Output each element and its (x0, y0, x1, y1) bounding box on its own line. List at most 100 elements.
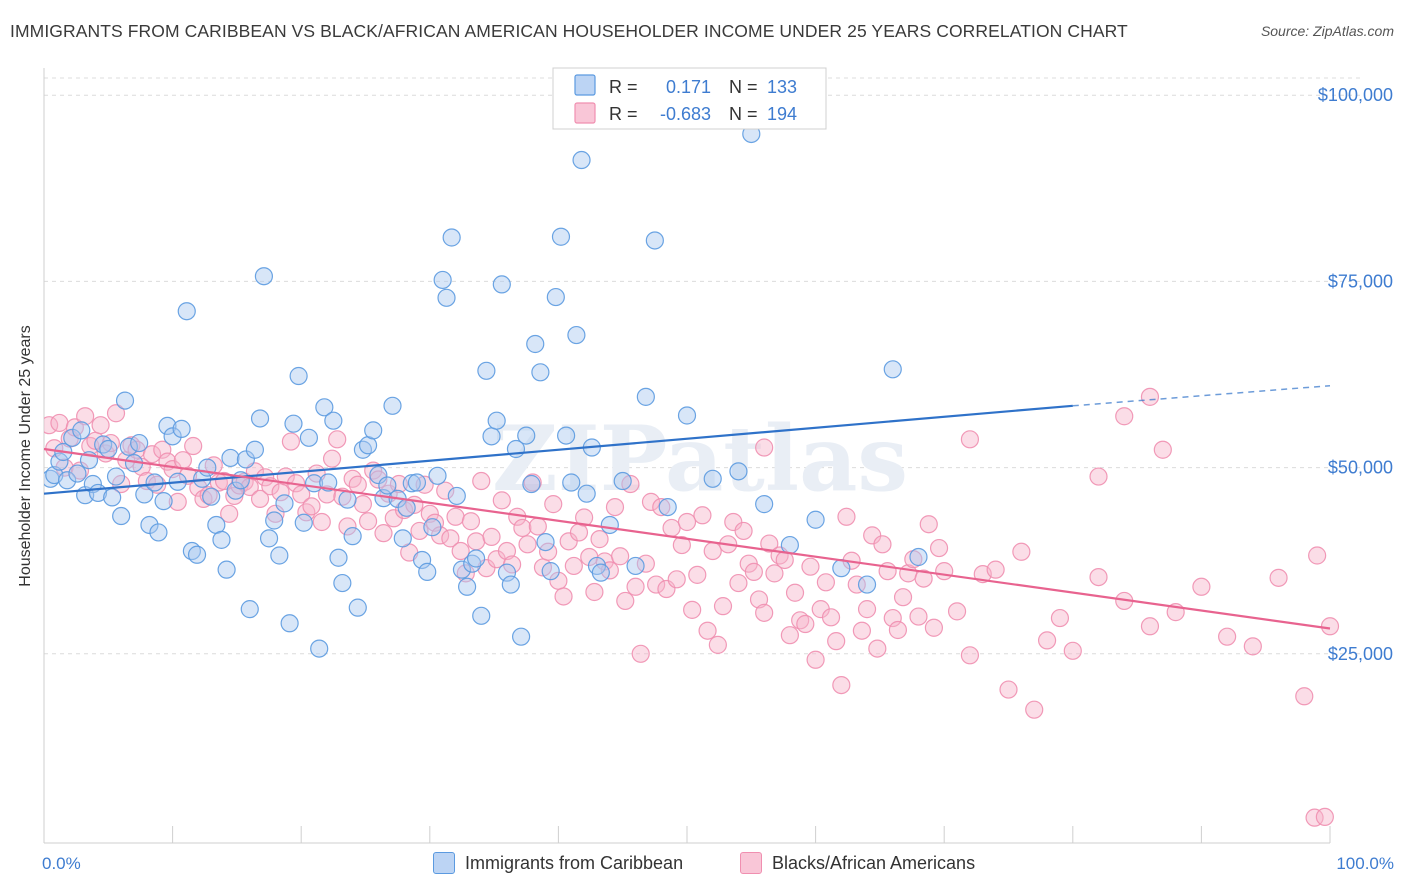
watermark: ZIPatlas (492, 406, 908, 512)
legend-label-black: Blacks/African Americans (772, 852, 976, 873)
blue-point-23 (145, 473, 164, 492)
pink-point-176 (960, 646, 980, 665)
blue-point-124 (755, 495, 774, 514)
pink-point-88 (492, 491, 511, 510)
blue-point-61 (329, 548, 348, 567)
pink-point-7 (76, 407, 95, 426)
blue-point-20 (130, 433, 149, 453)
blue-point-16 (112, 506, 131, 526)
blue-point-53 (289, 366, 308, 386)
blue-point-122 (703, 469, 722, 488)
pink-point-184 (1063, 641, 1082, 660)
pink-point-147 (796, 614, 815, 634)
pink-point-83 (466, 532, 486, 551)
pink-point-179 (999, 680, 1018, 699)
blue-point-39 (221, 448, 240, 468)
pink-point-118 (647, 575, 666, 594)
blue-point-59 (319, 473, 338, 492)
blue-point-107 (557, 426, 576, 445)
y-axis-label: Householder Income Under 25 years (17, 325, 34, 586)
pink-point-100 (554, 587, 573, 606)
pink-point-6 (70, 461, 90, 480)
stats-box: R = 0.171 N = 133 R = -0.683 N = 194 (552, 67, 827, 130)
pink-point-196 (1305, 808, 1324, 827)
y-tick-label-2: $75,000 (1328, 271, 1393, 291)
pink-point-82 (461, 512, 481, 531)
blue-point-6 (68, 464, 87, 483)
blue-point-89 (466, 549, 486, 568)
pink-point-35 (220, 504, 239, 523)
pink-point-162 (873, 535, 892, 554)
pink-point-129 (703, 541, 722, 561)
pink-point-181 (1025, 700, 1044, 719)
stats-r-value-2: -0.683 (660, 104, 711, 124)
pink-point-22 (153, 440, 172, 459)
pink-point-169 (909, 607, 928, 626)
pink-point-160 (863, 526, 882, 545)
pink-point-139 (755, 603, 774, 622)
pink-point-185 (1089, 567, 1108, 587)
pink-point-121 (662, 518, 681, 538)
legend-swatch-blue (433, 852, 455, 874)
blue-point-46 (254, 267, 274, 286)
blue-point-45 (250, 409, 270, 428)
pink-point-153 (827, 632, 846, 651)
pink-point-79 (446, 507, 465, 526)
grid-lines (44, 77, 1364, 655)
blue-point-78 (412, 550, 432, 570)
blue-point-64 (343, 527, 362, 546)
blue-point-4 (58, 471, 77, 490)
blue-point-75 (397, 498, 416, 517)
blue-point-17 (115, 391, 135, 410)
pink-point-25 (168, 492, 187, 511)
pink-point-195 (1320, 617, 1340, 636)
blue-point-111 (577, 484, 596, 503)
blue-point-48 (265, 511, 284, 530)
legend-item-caribbean[interactable]: Immigrants from Caribbean (433, 852, 683, 874)
pink-point-44 (266, 504, 285, 523)
blue-point-92 (482, 427, 501, 446)
pink-point-157 (847, 575, 866, 594)
pink-point-102 (564, 556, 583, 576)
stats-n-label-1: N = (729, 77, 758, 97)
pink-point-127 (693, 506, 712, 525)
blue-point-30 (177, 302, 196, 321)
pink-point-53 (312, 512, 331, 532)
blue-point-54 (294, 513, 313, 532)
blue-point-74 (393, 529, 412, 548)
pink-point-117 (641, 492, 661, 511)
blue-point-32 (187, 545, 207, 564)
stats-n-value-2: 194 (767, 104, 797, 124)
pink-point-131 (713, 597, 733, 616)
pink-point-50 (297, 503, 316, 522)
pink-point-152 (821, 608, 841, 627)
pink-point-56 (328, 430, 347, 449)
blue-point-117 (626, 556, 645, 576)
x-tick-label-left: 0.0% (42, 854, 81, 873)
pink-point-172 (924, 618, 944, 637)
pink-point-191 (1243, 637, 1262, 656)
pink-point-80 (451, 541, 470, 561)
blue-point-85 (447, 486, 466, 506)
blue-point-49 (270, 546, 289, 565)
pink-point-201 (1089, 467, 1108, 486)
blue-point-128 (857, 575, 877, 594)
pink-point-134 (729, 573, 748, 593)
blue-point-103 (536, 532, 555, 552)
pink-point-145 (785, 583, 805, 602)
pink-point-199 (1153, 440, 1172, 459)
pink-point-20 (142, 445, 162, 464)
pink-point-60 (348, 475, 367, 494)
blue-point-37 (212, 530, 231, 549)
pink-point-59 (343, 469, 362, 488)
pink-point-62 (358, 512, 378, 531)
blue-point-101 (526, 334, 545, 354)
pink-point-41 (250, 489, 270, 508)
legend-item-black[interactable]: Blacks/African Americans (740, 852, 975, 874)
pink-point-166 (893, 588, 913, 607)
legend-swatch-pink (740, 852, 762, 874)
y-tick-label-1: $50,000 (1328, 458, 1393, 478)
blue-point-15 (106, 467, 126, 486)
blue-point-84 (442, 228, 461, 247)
blue-point-76 (402, 474, 421, 493)
